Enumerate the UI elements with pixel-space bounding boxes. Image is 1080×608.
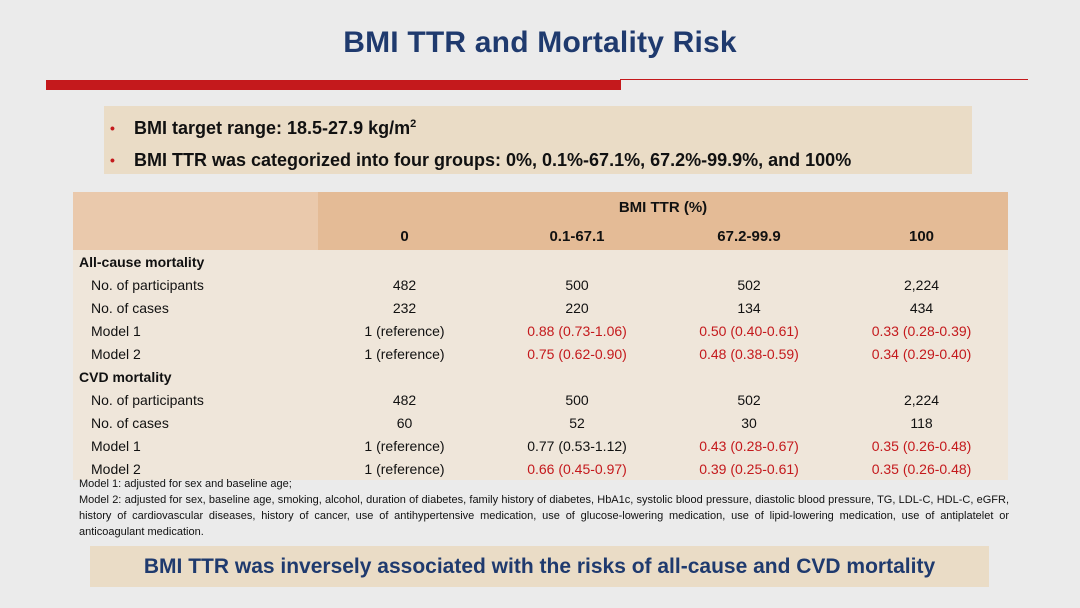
table-cell: 0.48 (0.38-0.59) <box>663 342 835 365</box>
bullet-text: BMI target range: 18.5-27.9 kg/m <box>134 118 411 138</box>
row-label: No. of participants <box>73 388 318 411</box>
footnotes: Model 1: adjusted for sex and baseline a… <box>79 476 1009 540</box>
table-cell: 0.50 (0.40-0.61) <box>663 319 835 342</box>
table-cell: 220 <box>491 296 663 319</box>
table-row: No. of participants 482 500 502 2,224 <box>73 388 1009 411</box>
row-label: Model 2 <box>73 457 318 480</box>
row-label: No. of participants <box>73 273 318 296</box>
table-cell: 0.77 (0.53-1.12) <box>491 434 663 457</box>
table-cell: 502 <box>663 388 835 411</box>
table-row: No. of cases 232 220 134 434 <box>73 296 1009 319</box>
table-cell: 1 (reference) <box>318 434 491 457</box>
table-cell: 134 <box>663 296 835 319</box>
title-underline-thick <box>46 80 621 90</box>
row-label: Model 1 <box>73 319 318 342</box>
table-row: No. of cases 60 52 30 118 <box>73 411 1009 434</box>
table-cell: 1 (reference) <box>318 342 491 365</box>
table-cell: 2,224 <box>835 273 1009 296</box>
table-cell: 482 <box>318 273 491 296</box>
row-label: Model 1 <box>73 434 318 457</box>
bullet-dot-icon: • <box>110 152 115 168</box>
table-cell: 1 (reference) <box>318 457 491 480</box>
table-cell: 0.39 (0.25-0.61) <box>663 457 835 480</box>
column-header: 0.1-67.1 <box>491 222 663 250</box>
table-cell: 232 <box>318 296 491 319</box>
bullet-box: • BMI target range: 18.5-27.9 kg/m2 • BM… <box>104 106 972 174</box>
bullet-text: BMI TTR was categorized into four groups… <box>134 150 852 170</box>
table-cell: 0.33 (0.28-0.39) <box>835 319 1009 342</box>
table-cell: 1 (reference) <box>318 319 491 342</box>
table-cell: 0.35 (0.26-0.48) <box>835 434 1009 457</box>
table-cell: 52 <box>491 411 663 434</box>
table-cell: 0.43 (0.28-0.67) <box>663 434 835 457</box>
table-cell: 118 <box>835 411 1009 434</box>
column-header: 0 <box>318 222 491 250</box>
footnote-model2: Model 2: adjusted for sex, baseline age,… <box>79 494 1009 538</box>
table-cell: 0.88 (0.73-1.06) <box>491 319 663 342</box>
superscript: 2 <box>410 118 417 130</box>
table-cell: 0.66 (0.45-0.97) <box>491 457 663 480</box>
table-cell: 500 <box>491 388 663 411</box>
results-table: BMI TTR (%) 0 0.1-67.1 67.2-99.9 100 All… <box>73 192 1009 480</box>
table-cell: 0.35 (0.26-0.48) <box>835 457 1009 480</box>
section-row: All-cause mortality <box>73 250 1009 273</box>
column-header: 67.2-99.9 <box>663 222 835 250</box>
table-row: No. of participants 482 500 502 2,224 <box>73 273 1009 296</box>
row-label: No. of cases <box>73 296 318 319</box>
group-header: BMI TTR (%) <box>318 192 1009 222</box>
slide-title: BMI TTR and Mortality Risk <box>343 26 737 59</box>
bullet-dot-icon: • <box>110 120 115 136</box>
section-row: CVD mortality <box>73 365 1009 388</box>
table-cell: 30 <box>663 411 835 434</box>
table-cell: 482 <box>318 388 491 411</box>
row-label: Model 2 <box>73 342 318 365</box>
title-underline-thin <box>620 79 1028 80</box>
table-column-header-row: 0 0.1-67.1 67.2-99.9 100 <box>73 222 1009 250</box>
column-header: 100 <box>835 222 1009 250</box>
table-cell: 2,224 <box>835 388 1009 411</box>
table-cell: 0.75 (0.62-0.90) <box>491 342 663 365</box>
section-label: CVD mortality <box>73 365 318 388</box>
conclusion-box: BMI TTR was inversely associated with th… <box>90 546 989 587</box>
footnote-model1: Model 1: adjusted for sex and baseline a… <box>79 478 292 490</box>
table-cell: 502 <box>663 273 835 296</box>
table-cell: 0.34 (0.29-0.40) <box>835 342 1009 365</box>
table-cell: 500 <box>491 273 663 296</box>
table-cell: 60 <box>318 411 491 434</box>
table-cell: 434 <box>835 296 1009 319</box>
row-label: No. of cases <box>73 411 318 434</box>
table-group-header-row: BMI TTR (%) <box>73 192 1009 222</box>
section-label: All-cause mortality <box>73 250 318 273</box>
